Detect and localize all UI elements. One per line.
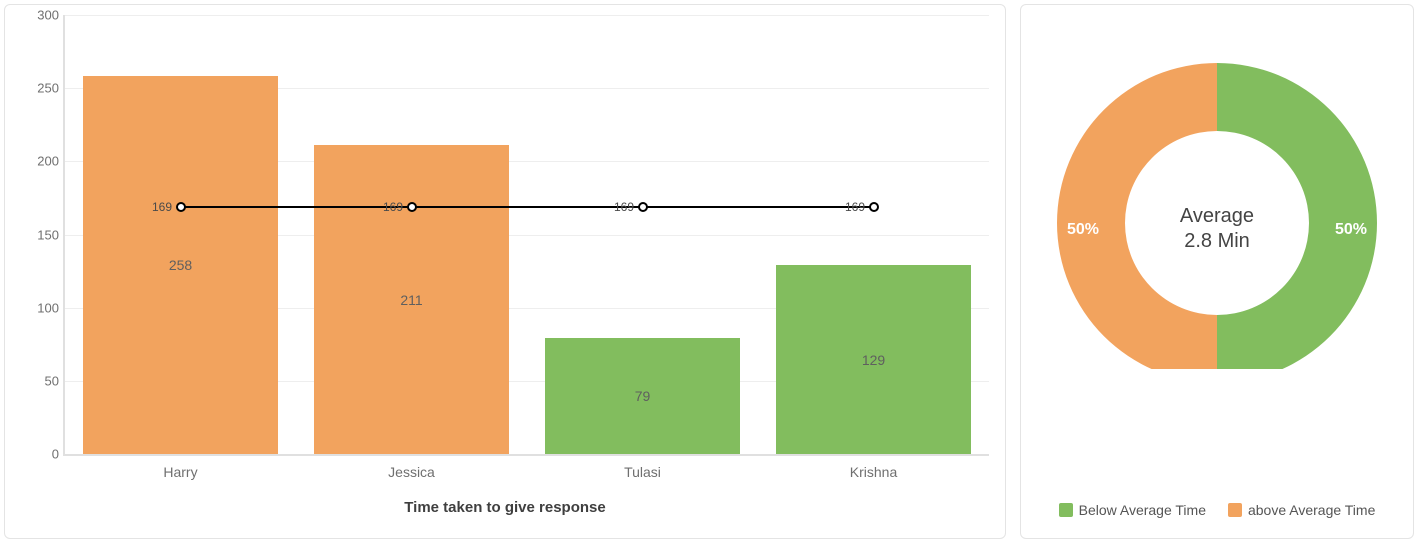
y-tick-label: 50	[21, 373, 59, 388]
average-marker	[638, 202, 648, 212]
bar-slot: 129Krishna	[758, 15, 989, 454]
bar-chart-x-axis-title: Time taken to give response	[5, 499, 1005, 516]
average-value-label: 169	[845, 200, 865, 214]
legend-swatch-below	[1059, 503, 1073, 517]
average-value-label: 169	[383, 200, 403, 214]
average-marker	[869, 202, 879, 212]
bar-chart-panel: 050100150200250300258Harry211Jessica79Tu…	[4, 4, 1006, 539]
bar-slot: 211Jessica	[296, 15, 527, 454]
x-tick-label: Tulasi	[527, 464, 758, 480]
average-marker	[176, 202, 186, 212]
donut-slice-pct-below: 50%	[1335, 221, 1367, 239]
y-tick-label: 150	[21, 227, 59, 242]
y-tick-label: 100	[21, 300, 59, 315]
legend-swatch-above	[1228, 503, 1242, 517]
bar-chart-plot-area: 050100150200250300258Harry211Jessica79Tu…	[63, 15, 989, 456]
y-tick-label: 0	[21, 447, 59, 462]
x-tick-label: Krishna	[758, 464, 989, 480]
bar-value-label: 79	[527, 388, 758, 404]
legend-item-above: above Average Time	[1228, 502, 1375, 518]
legend-item-below: Below Average Time	[1059, 502, 1206, 518]
legend-label-above: above Average Time	[1248, 502, 1375, 518]
x-tick-label: Jessica	[296, 464, 527, 480]
bar-slot: 79Tulasi	[527, 15, 758, 454]
donut-legend: Below Average Time above Average Time	[1021, 502, 1413, 518]
y-tick-label: 200	[21, 154, 59, 169]
average-value-label: 169	[152, 200, 172, 214]
average-line	[181, 206, 874, 208]
average-value-label: 169	[614, 200, 634, 214]
y-tick-label: 300	[21, 8, 59, 23]
bar-value-label: 258	[65, 257, 296, 273]
donut-chart	[1047, 29, 1387, 369]
x-tick-label: Harry	[65, 464, 296, 480]
donut-slice-pct-above: 50%	[1067, 221, 1099, 239]
bar-value-label: 129	[758, 352, 989, 368]
donut-chart-panel: Average 2.8 Min 50% 50% Below Average Ti…	[1020, 4, 1414, 539]
average-marker	[407, 202, 417, 212]
y-tick-label: 250	[21, 81, 59, 96]
bar-value-label: 211	[296, 292, 527, 308]
bar-slot: 258Harry	[65, 15, 296, 454]
legend-label-below: Below Average Time	[1079, 502, 1206, 518]
